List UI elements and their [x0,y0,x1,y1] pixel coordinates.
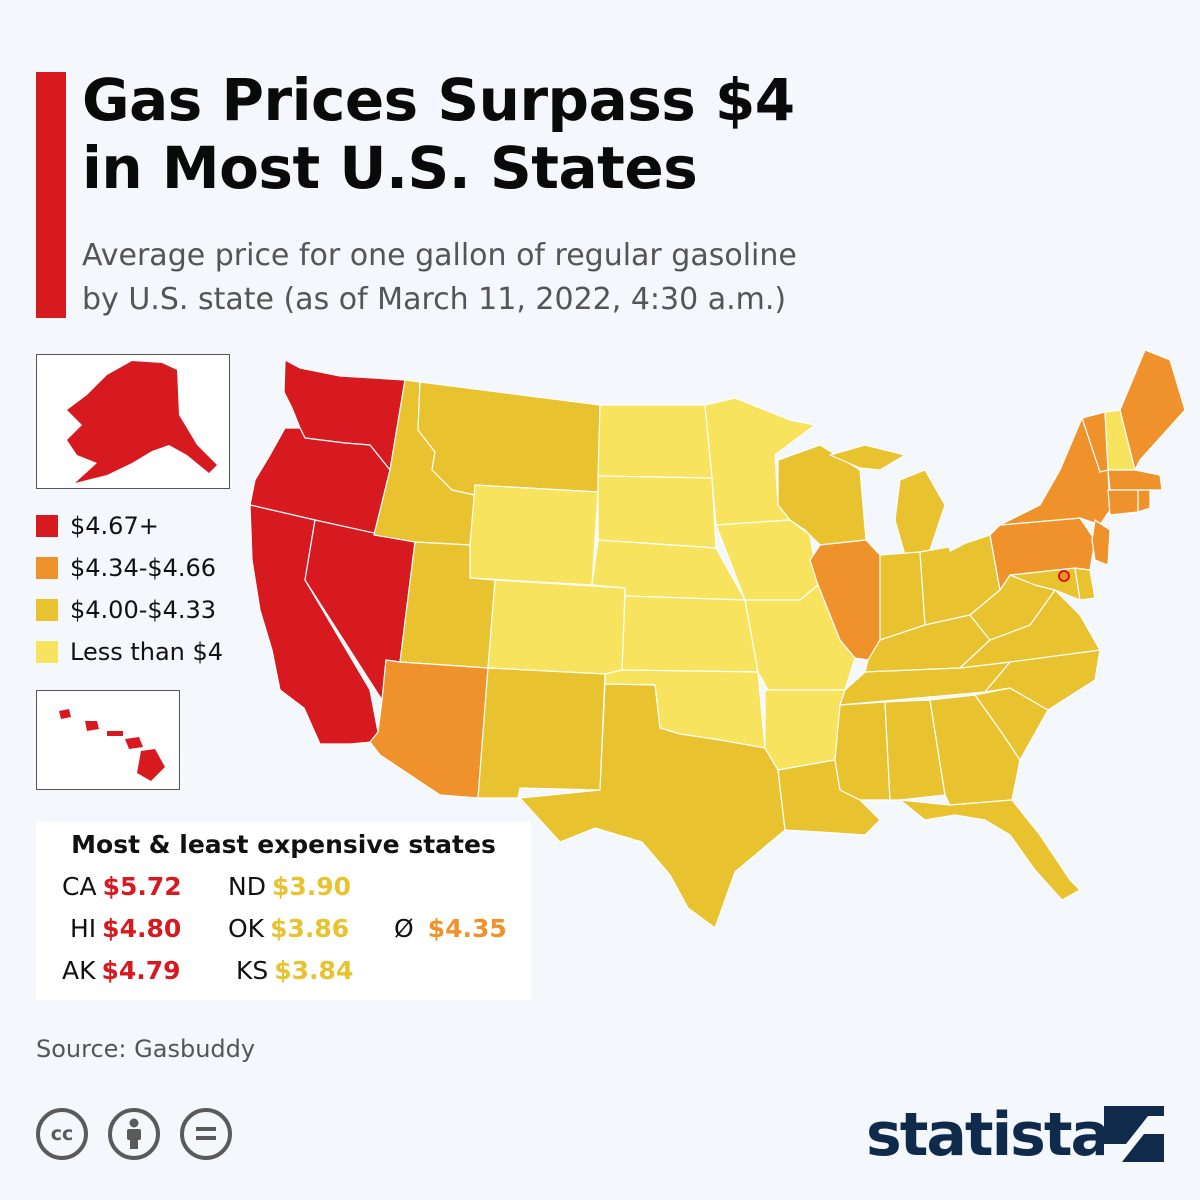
subtitle-line-2: by U.S. state (as of March 11, 2022, 4:3… [82,282,787,317]
state-AR [764,689,846,771]
state-KS [621,595,759,673]
legend-item-tier-4: Less than $4 [36,631,223,673]
most-expensive-row-3: AK $4.79 [62,956,181,986]
state-HI-maui [125,737,143,749]
state-code: AK [62,956,96,985]
state-code: CA [62,872,97,901]
legend-label: $4.34-$4.66 [70,554,217,582]
average-price: Ø $4.35 [394,914,507,944]
state-code: HI [70,914,97,943]
state-RI [1137,489,1151,513]
state-MI-upper [829,444,906,471]
legend-label: $4.67+ [70,512,159,540]
state-MS [834,701,891,801]
attribution-icon[interactable] [108,1108,160,1160]
state-HI-molokai [107,731,123,736]
page-subtitle: Average price for one gallon of regular … [82,234,982,322]
legend-swatch [36,515,58,537]
state-MI [894,469,946,556]
person-glyph [127,1118,141,1149]
legend-item-tier-1: $4.67+ [36,505,223,547]
state-MN [704,397,816,526]
average-symbol: Ø [394,914,414,943]
title-line-2: in Most U.S. States [82,134,698,202]
state-IL [809,539,881,661]
subtitle-line-1: Average price for one gallon of regular … [82,238,797,273]
statista-logo-icon [1104,1106,1164,1162]
state-NJ [1091,519,1111,566]
state-HI-big-island [137,749,165,781]
cc-icon[interactable]: cc [36,1108,88,1160]
legend-swatch [36,557,58,579]
state-HI-oahu [85,721,99,731]
least-expensive-row-3: KS $3.84 [236,956,353,986]
legend: $4.67+ $4.34-$4.66 $4.00-$4.33 Less than… [36,505,223,673]
state-AZ [369,659,489,799]
legend-swatch [36,599,58,621]
most-expensive-row-1: CA $5.72 [62,872,182,902]
state-MT [417,381,601,496]
statista-logo[interactable]: statista [866,1100,1111,1170]
legend-item-tier-2: $4.34-$4.66 [36,547,223,589]
state-HI-kauai [59,709,71,719]
state-code: OK [228,914,265,943]
lake-michigan [870,468,895,548]
legend-label: Less than $4 [70,638,224,666]
state-AL [884,699,946,801]
state-TX [519,683,786,929]
state-NM [477,667,606,799]
hawaii-inset [36,690,180,790]
state-SD [597,475,717,549]
legend-label: $4.00-$4.33 [70,596,217,624]
state-FL [899,799,1081,901]
summary-table: Most & least expensive states CA $5.72 HI… [36,822,531,1000]
alaska-inset [36,354,230,489]
page-title: Gas Prices Surpass $4 in Most U.S. State… [82,66,982,202]
legend-item-tier-3: $4.00-$4.33 [36,589,223,631]
state-WY [469,484,599,586]
state-CA [249,504,379,745]
state-MA [1107,469,1163,491]
state-code: KS [236,956,269,985]
price-value: $3.84 [274,956,354,985]
state-CT [1107,489,1139,516]
accent-bar [36,72,66,318]
legend-swatch [36,641,58,663]
price-value: $4.35 [427,914,507,943]
brand-wordmark: statista [866,1100,1111,1170]
equals-glyph [196,1127,216,1140]
dc-marker [1058,570,1070,582]
price-value: $4.79 [101,956,181,985]
lake-erie [945,518,1000,552]
state-ND [597,404,713,479]
state-AK [67,361,217,483]
price-value: $4.80 [102,914,182,943]
summary-table-title: Most & least expensive states [71,830,496,859]
least-expensive-row-2: OK $3.86 [228,914,349,944]
price-value: $3.86 [270,914,350,943]
title-line-1: Gas Prices Surpass $4 [82,66,795,134]
most-expensive-row-2: HI $4.80 [70,914,181,944]
state-CO [487,579,626,676]
least-expensive-row-1: ND $3.90 [228,872,351,902]
state-code: ND [228,872,266,901]
no-derivatives-icon[interactable] [180,1108,232,1160]
source-note: Source: Gasbuddy [36,1035,256,1063]
price-value: $3.90 [271,872,352,901]
price-value: $5.72 [102,872,182,901]
